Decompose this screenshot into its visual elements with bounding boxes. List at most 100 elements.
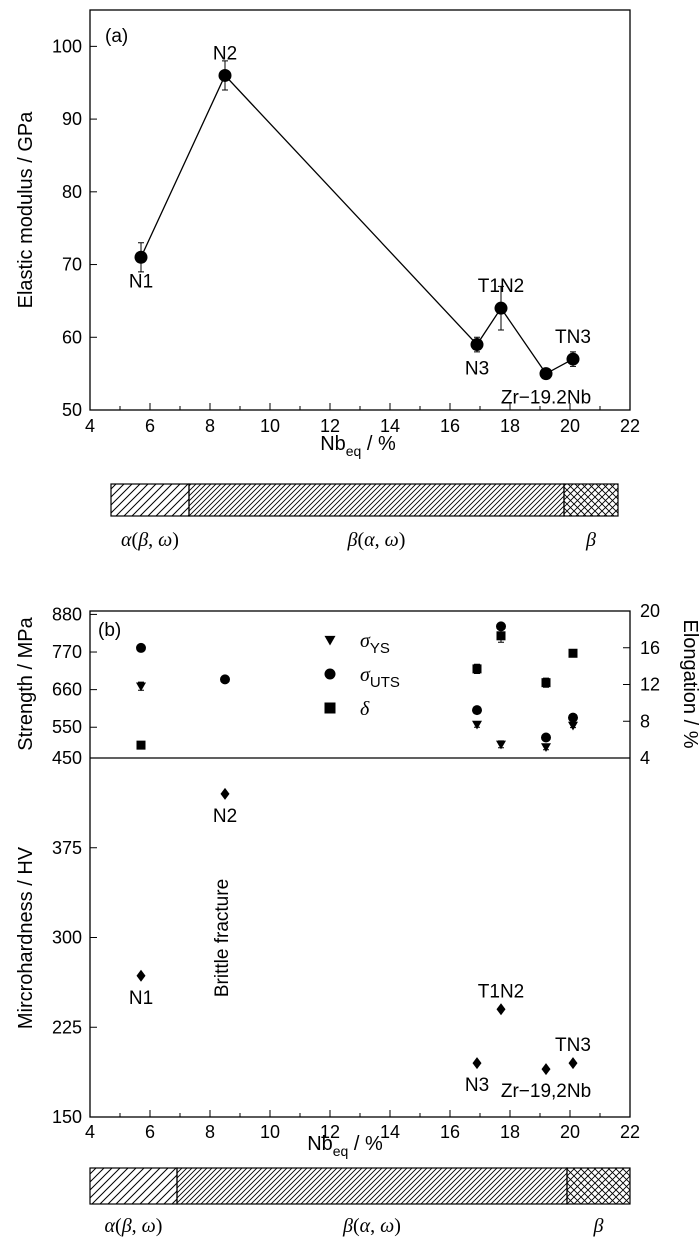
panel-b-point-triangle-down: [568, 721, 578, 731]
panel-b-legend-label: σYS: [360, 630, 390, 657]
panel-a-point-label: T1N2: [478, 276, 524, 297]
panel-c-x-tick-label: 8: [205, 1122, 215, 1142]
panel-c-point-label: TN3: [555, 1035, 591, 1056]
panel-c-x-tick-label: 22: [620, 1122, 640, 1142]
panel-b-left-axis-label: Strength / MPa: [15, 616, 37, 750]
panel-a-x-tick-label: 4: [85, 416, 95, 436]
panel-b-point-circle: [472, 705, 482, 716]
panel-b-right-tick-label: 8: [640, 711, 650, 731]
panel-c-data-point: [541, 1063, 551, 1076]
panel-b-legend-label: σUTS: [360, 664, 400, 691]
panel-a-x-axis-label: Nbeq / %: [320, 433, 396, 459]
panel-b-right-tick-label: 20: [640, 601, 660, 621]
panel-a-y-tick-label: 100: [52, 36, 82, 56]
panel-b-point-square: [568, 648, 578, 658]
panel-a-phase-bar: α(β, ω) β(α, ω) β: [110, 483, 619, 551]
panel-c-phase-segment-2: [566, 1167, 631, 1205]
panel-c-phase-label-2: β: [593, 1215, 604, 1237]
panel-c-point-label: N1: [129, 988, 153, 1009]
panel-c-x-axis-label: Nbeq / %: [307, 1133, 383, 1159]
panel-a-y-tick-label: 70: [62, 255, 82, 275]
panel-a-data-point: [494, 301, 508, 315]
panel-a-point-label: N2: [213, 43, 237, 64]
panel-c-phase-bar: α(β, ω) β(α, ω) β: [89, 1167, 631, 1237]
panel-a-x-tick-label: 8: [205, 416, 215, 436]
panel-b-point-circle: [568, 712, 578, 723]
panel-a-x-tick-label: 6: [145, 416, 155, 436]
panel-c-point-label: N2: [213, 806, 237, 827]
panel-a-point-label: TN3: [555, 327, 591, 348]
panel-c-x-tick-label: 10: [260, 1122, 280, 1142]
panel-c-point-label: Zr−19,2Nb: [501, 1081, 591, 1102]
panel-a-y-axis-label: Elastic modulus / GPa: [15, 111, 37, 309]
panel-c-x-tick-label: 14: [380, 1122, 400, 1142]
panel-a-phase-label-1: β(α, ω): [347, 529, 406, 551]
panel-c-x-tick-label: 6: [145, 1122, 155, 1142]
panel-c-y-axis-label: Mircrohardness / HV: [15, 846, 37, 1029]
panel-b-point-square: [136, 740, 146, 750]
panel-b-point-square: [472, 664, 482, 674]
panel-a-phase-segment-2: [563, 483, 619, 517]
panel-a-y-tick-label: 80: [62, 182, 82, 202]
panel-c-data-point: [568, 1057, 578, 1070]
panel-b-point-circle: [220, 674, 230, 685]
panel-b-left-tick-label: 550: [52, 717, 82, 737]
panel-c-x-tick-label: 20: [560, 1122, 580, 1142]
panel-c-x-tick-label: 12: [320, 1122, 340, 1142]
panel-a-plot-frame: [89, 9, 631, 411]
panel-c-x-tick-label: 4: [85, 1122, 95, 1142]
panel-a-data-point: [470, 338, 484, 352]
panel-a-point-label: N1: [129, 271, 153, 292]
panel-c-point-label: N3: [465, 1075, 489, 1096]
panel-b-right-tick-label: 12: [640, 675, 660, 695]
panel-b-point-triangle-down: [136, 682, 146, 692]
panel-c-y-tick-label: 300: [52, 928, 82, 948]
panel-a-point-label: Zr−19.2Nb: [501, 388, 591, 409]
panel-b-point-triangle-down: [496, 740, 506, 750]
panel-a-x-tick-label: 18: [500, 416, 520, 436]
panel-a-phase-segment-0: [110, 483, 190, 517]
brittle-fracture-annotation: Brittle fracture: [212, 879, 233, 997]
panel-a-phase-segment-1: [188, 483, 565, 517]
panel-a-y-tick-label: 50: [62, 400, 82, 420]
panel-b-legend-marker: [324, 635, 336, 646]
panel-a-x-tick-label: 22: [620, 416, 640, 436]
panel-b-right-tick-label: 4: [640, 748, 650, 768]
panel-c-y-tick-label: 375: [52, 838, 82, 858]
panel-a-data-point: [218, 68, 232, 82]
panel-c-data-point: [220, 787, 230, 800]
panel-b-point-circle: [136, 642, 146, 653]
panel-c-data-point: [136, 969, 146, 982]
panel-a-y-tick-label: 90: [62, 109, 82, 129]
panel-c-data-point: [472, 1057, 482, 1070]
panel-c-data-point: [496, 1003, 506, 1016]
panel-b-point-square: [541, 678, 551, 688]
panel-c-phase-segment-1: [176, 1167, 568, 1205]
panel-a-x-tick-label: 20: [560, 416, 580, 436]
panel-b-point-circle: [541, 732, 551, 743]
panel-c-phase-label-0: α(β, ω): [105, 1215, 163, 1237]
panel-c-y-tick-label: 225: [52, 1017, 82, 1037]
panel-c-x-tick-label: 16: [440, 1122, 460, 1142]
panel-b-legend: σYS σUTS δ: [324, 630, 400, 720]
panel-a-x-tick-label: 12: [320, 416, 340, 436]
panel-b-left-tick-label: 770: [52, 642, 82, 662]
panel-b-legend-marker: [324, 702, 336, 714]
panel-a-x-tick-label: 10: [260, 416, 280, 436]
panel-a-data-point: [134, 250, 148, 264]
panel-a-y-tick-label: 60: [62, 327, 82, 347]
panel-c-y-tick-label: 150: [52, 1107, 82, 1127]
panel-a-point-label: N3: [465, 359, 489, 380]
panel-a-label: (a): [105, 26, 128, 47]
panel-a-x-tick-label: 14: [380, 416, 400, 436]
panel-a-x-tick-label: 16: [440, 416, 460, 436]
panel-a-elastic-modulus: (a) Elastic modulus / GPa Nbeq / % 4 6 8 10…: [15, 9, 640, 459]
panel-b-right-axis-label: Elongation / %: [679, 620, 700, 749]
panel-a-phase-label-0: α(β, ω): [121, 529, 179, 551]
panel-c-phase-segment-0: [89, 1167, 178, 1205]
panel-b-left-tick-label: 880: [52, 604, 82, 624]
panel-a-data-point: [566, 352, 580, 366]
panel-b-point-triangle-down: [541, 743, 551, 753]
panel-c-point-label: T1N2: [478, 981, 524, 1002]
